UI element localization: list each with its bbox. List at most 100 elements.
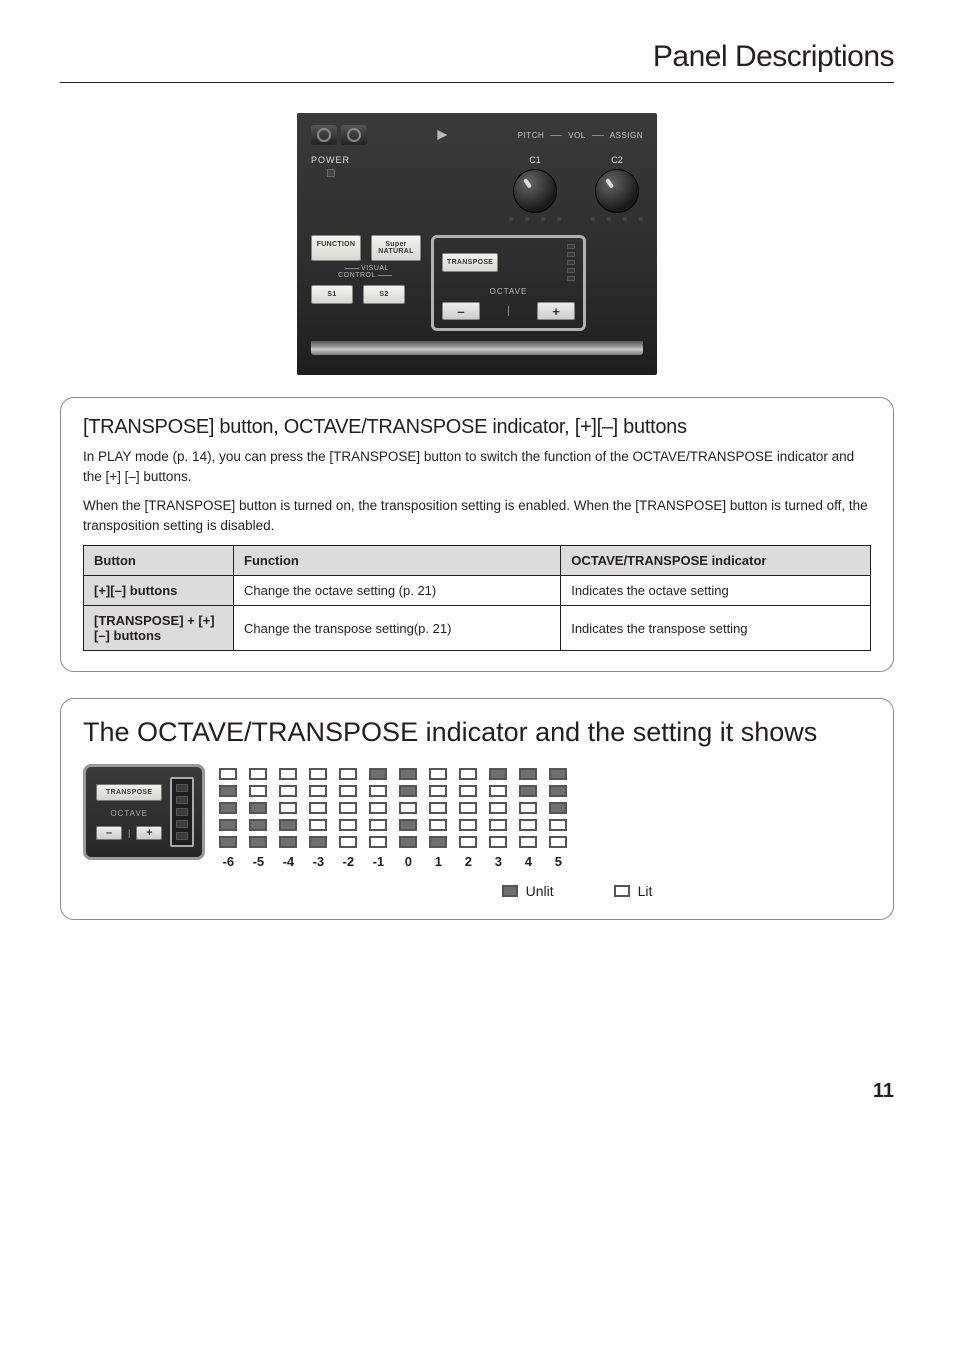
led-indicator-icon [567, 244, 575, 281]
led-column-number: -2 [343, 854, 355, 869]
section1-paragraph-1: In PLAY mode (p. 14), you can press the … [83, 447, 871, 486]
lit-led-icon [429, 785, 447, 797]
led-column-number: -5 [253, 854, 265, 869]
mini-transpose-button: TRANSPOSE [96, 784, 162, 801]
led-column-number: 1 [435, 854, 442, 869]
lit-led-icon [339, 836, 357, 848]
lit-led-icon [429, 768, 447, 780]
unlit-led-icon [219, 785, 237, 797]
unlit-led-icon [249, 836, 267, 848]
title-rule [60, 82, 894, 83]
led-column: 5 [549, 768, 567, 869]
lit-led-icon [279, 785, 297, 797]
lit-led-icon [339, 802, 357, 814]
lit-led-icon [429, 802, 447, 814]
lit-led-icon [309, 768, 327, 780]
lit-led-icon [249, 768, 267, 780]
led-column-number: -1 [373, 854, 385, 869]
led-column: -6 [219, 768, 237, 869]
supernatural-button: SuperNATURAL [371, 235, 421, 261]
panel-edge [311, 341, 643, 355]
mini-octave-label: OCTAVE [96, 809, 162, 818]
unlit-led-icon [369, 768, 387, 780]
vol-label: VOL [568, 131, 586, 140]
lit-led-icon [219, 768, 237, 780]
lit-led-icon [519, 802, 537, 814]
unlit-led-icon [219, 836, 237, 848]
transpose-button: TRANSPOSE [442, 253, 498, 272]
lit-led-icon [369, 802, 387, 814]
unlit-led-icon [309, 836, 327, 848]
lit-led-icon [489, 819, 507, 831]
knob-c1 [513, 169, 557, 213]
led-column-number: -6 [223, 854, 235, 869]
minus-button: – [442, 302, 480, 320]
lit-led-icon [369, 785, 387, 797]
legend: Unlit Lit [83, 883, 871, 899]
led-column-number: -3 [313, 854, 325, 869]
led-column: -2 [339, 768, 357, 869]
table-cell: [TRANSPOSE] + [+][–] buttons [84, 606, 234, 651]
unlit-led-icon [519, 768, 537, 780]
page-number: 11 [60, 1080, 894, 1103]
lit-led-icon [249, 785, 267, 797]
lit-led-icon [309, 819, 327, 831]
hardware-panel: PITCH VOL ASSIGN POWER C1 C2 [297, 113, 657, 375]
audio-jacks [311, 125, 367, 145]
unlit-led-icon [249, 802, 267, 814]
led-column: -1 [369, 768, 387, 869]
knob-c2 [595, 169, 639, 213]
led-column-number: -4 [283, 854, 295, 869]
unlit-led-icon [249, 819, 267, 831]
lit-led-icon [309, 785, 327, 797]
lit-led-icon [549, 819, 567, 831]
legend-lit: Lit [614, 883, 653, 899]
lit-led-icon [369, 819, 387, 831]
function-button: FUNCTION [311, 235, 361, 261]
jack-icon [311, 125, 337, 145]
unlit-led-icon [399, 836, 417, 848]
lit-swatch-icon [614, 885, 630, 897]
led-column: -4 [279, 768, 297, 869]
lit-led-icon [309, 802, 327, 814]
unlit-led-icon [489, 768, 507, 780]
led-column: -5 [249, 768, 267, 869]
legend-unlit: Unlit [502, 883, 554, 899]
unlit-led-icon [429, 836, 447, 848]
table-header-indicator: OCTAVE/TRANSPOSE indicator [561, 546, 871, 576]
table-row: [+][–] buttons Change the octave setting… [84, 576, 871, 606]
table-cell: Change the octave setting (p. 21) [234, 576, 561, 606]
table-cell: Indicates the octave setting [561, 576, 871, 606]
table-cell: Indicates the transpose setting [561, 606, 871, 651]
section2-heading: The OCTAVE/TRANSPOSE indicator and the s… [83, 717, 871, 748]
legend-unlit-label: Unlit [526, 883, 554, 899]
unlit-led-icon [399, 768, 417, 780]
lit-led-icon [339, 819, 357, 831]
speaker-icon [437, 130, 447, 140]
jack-icon [341, 125, 367, 145]
led-column-number: 0 [405, 854, 412, 869]
led-column: 3 [489, 768, 507, 869]
plus-button: + [537, 302, 575, 320]
led-column: 4 [519, 768, 537, 869]
led-state-grid: -6 -5 -4 -3 -2 -1 0 1 2 345 [219, 764, 567, 869]
s1-button: S1 [311, 285, 353, 304]
lit-led-icon [279, 802, 297, 814]
lit-led-icon [369, 836, 387, 848]
c1-label: C1 [509, 155, 561, 165]
lit-led-icon [489, 785, 507, 797]
visual-control-label: VISUALCONTROL [311, 265, 421, 279]
transpose-description-box: [TRANSPOSE] button, OCTAVE/TRANSPOSE ind… [60, 397, 894, 672]
function-table: Button Function OCTAVE/TRANSPOSE indicat… [83, 545, 871, 651]
lit-led-icon [399, 802, 417, 814]
unlit-swatch-icon [502, 885, 518, 897]
lit-led-icon [459, 802, 477, 814]
lit-led-icon [459, 819, 477, 831]
power-led-icon [327, 169, 335, 177]
indicator-mini-panel: TRANSPOSE OCTAVE – | + [83, 764, 205, 860]
power-block: POWER [311, 155, 350, 177]
table-row: [TRANSPOSE] + [+][–] buttons Change the … [84, 606, 871, 651]
led-column-number: 2 [465, 854, 472, 869]
legend-lit-label: Lit [638, 883, 653, 899]
lit-led-icon [459, 785, 477, 797]
